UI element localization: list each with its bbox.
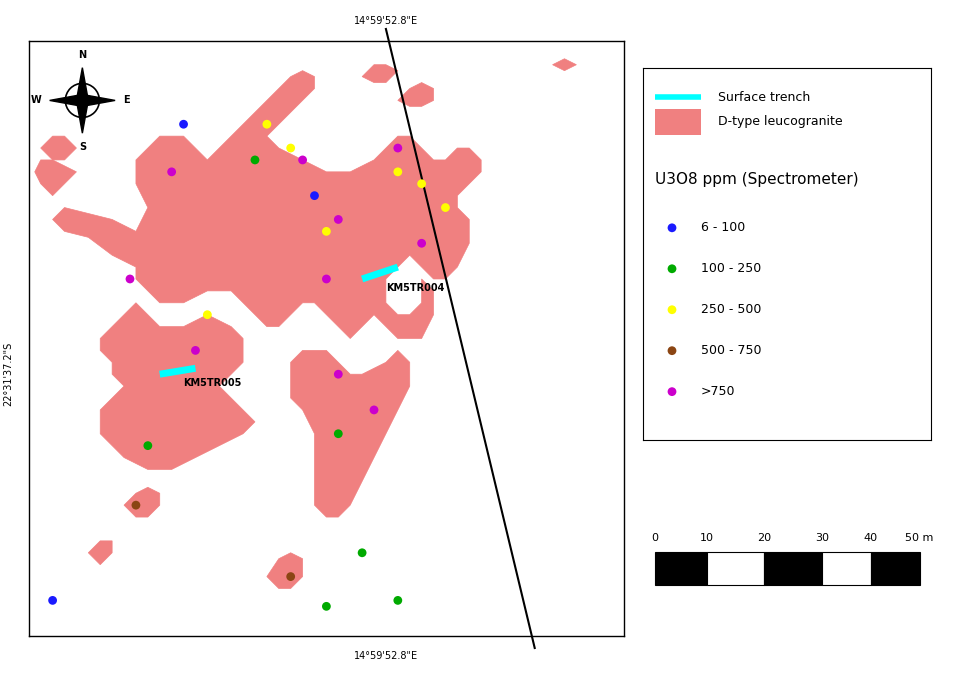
FancyBboxPatch shape (655, 552, 707, 585)
Point (248, 154, 263, 165)
Point (664, 222, 680, 233)
Point (390, 143, 405, 154)
Polygon shape (40, 136, 77, 160)
Text: 0: 0 (651, 533, 659, 543)
Point (414, 238, 429, 248)
Point (664, 386, 680, 397)
Point (45, 595, 60, 606)
Point (283, 143, 299, 154)
Point (414, 178, 429, 189)
Text: 20: 20 (757, 533, 771, 543)
Point (438, 202, 453, 213)
Point (283, 571, 299, 582)
FancyBboxPatch shape (871, 552, 920, 585)
Text: D-type leucogranite: D-type leucogranite (718, 115, 843, 128)
Polygon shape (77, 68, 88, 100)
Polygon shape (553, 59, 576, 70)
Polygon shape (397, 83, 434, 106)
FancyBboxPatch shape (764, 552, 822, 585)
FancyBboxPatch shape (707, 552, 764, 585)
Text: 6 - 100: 6 - 100 (701, 221, 745, 234)
Point (200, 309, 215, 320)
Polygon shape (35, 160, 77, 196)
FancyBboxPatch shape (655, 108, 701, 135)
Point (140, 440, 156, 451)
Text: KM5TR005: KM5TR005 (183, 378, 242, 388)
Point (390, 595, 405, 606)
Point (129, 500, 144, 510)
Text: S: S (79, 142, 86, 152)
Point (319, 274, 334, 284)
Text: >750: >750 (701, 385, 735, 398)
Polygon shape (77, 100, 88, 133)
Point (330, 214, 346, 225)
Text: 500 - 750: 500 - 750 (701, 344, 761, 357)
Text: 40: 40 (864, 533, 877, 543)
Text: 250 - 500: 250 - 500 (701, 303, 761, 316)
Polygon shape (88, 541, 112, 565)
Text: 14°59'52.8"E: 14°59'52.8"E (354, 16, 418, 26)
Text: N: N (79, 50, 86, 60)
Point (259, 118, 275, 129)
Text: KM5TR004: KM5TR004 (386, 283, 444, 293)
Text: W: W (31, 95, 42, 106)
Text: 100 - 250: 100 - 250 (701, 262, 761, 276)
Point (122, 274, 137, 284)
Text: E: E (123, 95, 130, 106)
Point (176, 118, 191, 129)
Polygon shape (124, 487, 159, 517)
Polygon shape (362, 65, 397, 83)
Point (367, 405, 382, 416)
Text: 30: 30 (815, 533, 828, 543)
Point (319, 226, 334, 237)
Point (664, 304, 680, 315)
Polygon shape (267, 553, 302, 588)
Polygon shape (291, 351, 410, 517)
Point (330, 429, 346, 439)
Point (664, 345, 680, 356)
Text: 14°59'52.8"E: 14°59'52.8"E (354, 651, 418, 661)
Text: 10: 10 (700, 533, 713, 543)
Text: 50 m: 50 m (905, 533, 934, 543)
Point (307, 190, 323, 201)
Point (164, 167, 180, 177)
Point (319, 601, 334, 612)
Point (354, 548, 370, 559)
Text: 22°31'37.2"S: 22°31'37.2"S (655, 342, 664, 406)
Text: 22°31'37.2"S: 22°31'37.2"S (3, 342, 13, 406)
Polygon shape (53, 70, 481, 338)
FancyBboxPatch shape (822, 552, 871, 585)
Polygon shape (83, 95, 115, 106)
Point (664, 263, 680, 274)
Text: Surface trench: Surface trench (718, 91, 810, 104)
Text: U3O8 ppm (Spectrometer): U3O8 ppm (Spectrometer) (655, 172, 858, 187)
Polygon shape (50, 95, 83, 106)
Point (295, 154, 310, 165)
Point (390, 167, 405, 177)
Point (188, 345, 204, 356)
Polygon shape (100, 303, 255, 469)
Point (330, 369, 346, 380)
